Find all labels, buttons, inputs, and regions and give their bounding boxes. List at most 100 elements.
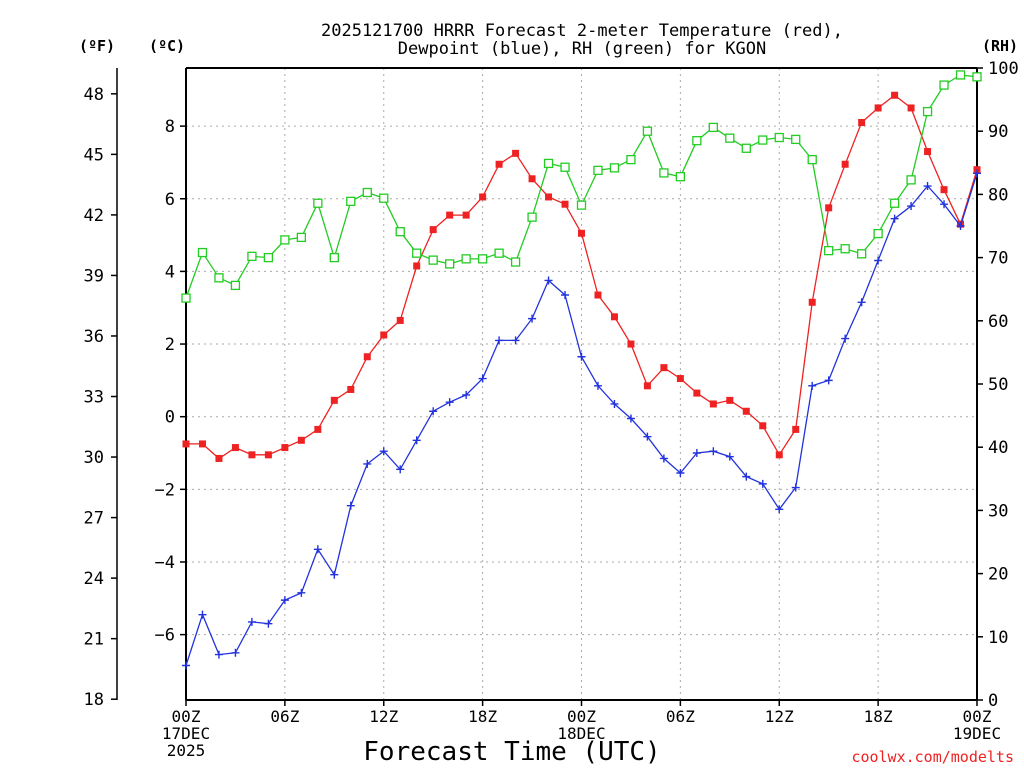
dewpoint-point bbox=[462, 390, 471, 399]
celsius-tick-label: 8 bbox=[165, 117, 175, 137]
rh-point bbox=[313, 198, 323, 208]
rh-tick-label: 20 bbox=[988, 565, 1008, 585]
dewpoint-point bbox=[297, 588, 306, 597]
dewpoint-point bbox=[808, 381, 817, 390]
fahrenheit-axis-label: (ºF) bbox=[79, 37, 115, 55]
rh-tick-label: 70 bbox=[988, 249, 1008, 269]
temperature-point bbox=[660, 364, 668, 372]
temperature-point bbox=[363, 353, 371, 361]
temperature-point bbox=[380, 331, 388, 339]
temperature-point bbox=[726, 396, 734, 404]
x-axis-title: Forecast Time (UTC) bbox=[363, 737, 660, 767]
dewpoint-point bbox=[363, 459, 372, 468]
rh-point bbox=[379, 193, 389, 203]
dewpoint-point bbox=[907, 202, 916, 211]
fahrenheit-tick-label: 18 bbox=[84, 690, 104, 710]
dewpoint-point bbox=[890, 214, 899, 223]
celsius-tick-label: 2 bbox=[165, 335, 175, 355]
rh-point bbox=[955, 70, 966, 80]
dewpoint-point bbox=[182, 661, 190, 670]
dewpoint-point bbox=[231, 648, 240, 657]
series-group bbox=[181, 70, 982, 670]
temperature-point bbox=[594, 291, 602, 299]
temperature-point bbox=[578, 229, 585, 237]
temperature-point bbox=[281, 444, 289, 452]
dewpoint-point bbox=[791, 483, 800, 492]
rh-point bbox=[791, 134, 801, 145]
dewpoint-point bbox=[313, 545, 322, 554]
dewpoint-point bbox=[940, 200, 949, 209]
celsius-axis-label: (ºC) bbox=[149, 37, 185, 55]
temperature-point bbox=[775, 451, 783, 459]
x-tick-label: 06Z bbox=[666, 707, 695, 726]
dewpoint-point bbox=[511, 336, 520, 345]
temperature-point bbox=[676, 375, 684, 383]
rh-point bbox=[939, 80, 949, 90]
temperature-point bbox=[413, 262, 421, 270]
temperature-point bbox=[429, 226, 437, 234]
rh-point bbox=[708, 122, 718, 133]
rh-point bbox=[280, 235, 290, 245]
rh-point bbox=[412, 248, 422, 258]
rh-point bbox=[560, 162, 570, 172]
dewpoint-point bbox=[264, 619, 273, 628]
rh-point bbox=[807, 154, 817, 165]
dewpoint-point bbox=[396, 465, 405, 474]
celsius-tick-label: 4 bbox=[165, 262, 175, 282]
temperature-point bbox=[330, 396, 338, 404]
temperature-point bbox=[231, 444, 239, 452]
dewpoint-point bbox=[709, 447, 718, 456]
fahrenheit-tick-label: 24 bbox=[84, 569, 104, 589]
rh-point bbox=[824, 245, 834, 256]
x-tick-label: 00Z bbox=[963, 707, 992, 726]
rh-point bbox=[543, 158, 554, 169]
dewpoint-point bbox=[593, 381, 602, 390]
temperature-point bbox=[808, 298, 816, 306]
x-tick-label: 12Z bbox=[765, 707, 794, 726]
temperature-point bbox=[248, 451, 256, 459]
temperature-point bbox=[264, 451, 272, 459]
rh-point bbox=[626, 154, 636, 165]
x-tick-label: 00Z bbox=[172, 707, 201, 726]
rh-point bbox=[725, 133, 735, 143]
dewpoint-point bbox=[330, 570, 339, 579]
rh-point bbox=[906, 175, 916, 185]
fahrenheit-tick-label: 33 bbox=[84, 388, 104, 408]
dewpoint-point bbox=[412, 436, 421, 445]
temperature-point bbox=[841, 160, 849, 168]
temperature-point bbox=[759, 422, 767, 430]
rh-point bbox=[856, 249, 867, 259]
dewpoint-point bbox=[841, 334, 850, 343]
credit-text: coolwx.com/modelts bbox=[851, 748, 1014, 766]
rh-point bbox=[873, 228, 883, 239]
temperature-point bbox=[693, 389, 701, 397]
dewpoint-point bbox=[478, 374, 487, 383]
fahrenheit-tick-label: 48 bbox=[84, 85, 104, 105]
dewpoint-point bbox=[874, 256, 883, 265]
dewpoint-point bbox=[577, 352, 586, 361]
rh-point bbox=[346, 196, 356, 207]
temperature-point bbox=[742, 407, 750, 415]
temperature-point bbox=[924, 148, 932, 156]
x-tick-label: 06Z bbox=[270, 707, 299, 726]
x-tick-label: 19DEC bbox=[953, 724, 1001, 743]
dewpoint-point bbox=[626, 414, 635, 423]
dewpoint-point bbox=[857, 298, 866, 307]
dewpoint-point bbox=[676, 468, 685, 477]
celsius-tick-label: −4 bbox=[155, 553, 175, 573]
rh-point bbox=[889, 198, 900, 208]
celsius-tick-label: 0 bbox=[165, 408, 175, 428]
rh-tick-label: 90 bbox=[988, 122, 1008, 142]
temperature-point bbox=[940, 186, 948, 194]
rh-point bbox=[395, 227, 405, 237]
rh-point bbox=[659, 168, 669, 178]
dewpoint-point bbox=[742, 472, 751, 481]
temperature-point bbox=[825, 204, 833, 212]
rh-point bbox=[181, 293, 191, 303]
rh-point bbox=[593, 165, 603, 176]
axes: 1821242730333639424548−6−4−2024680102030… bbox=[84, 59, 1019, 760]
fahrenheit-tick-label: 42 bbox=[84, 206, 104, 226]
rh-point bbox=[477, 254, 488, 264]
dewpoint-point bbox=[346, 501, 355, 510]
temperature-point bbox=[512, 149, 520, 157]
